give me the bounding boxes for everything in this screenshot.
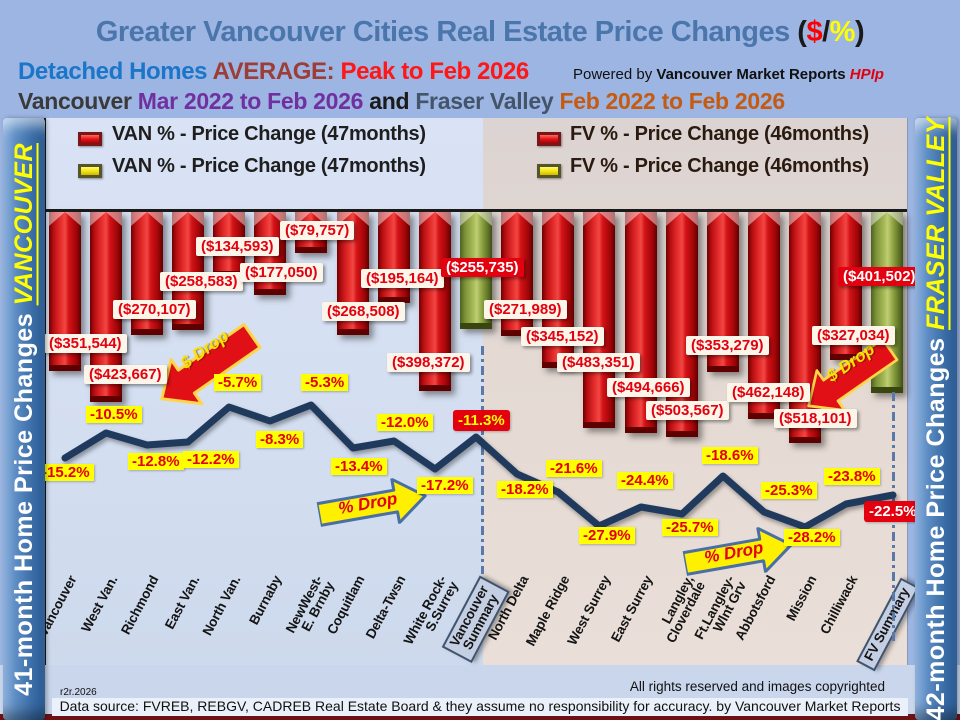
pct-label: -18.2%	[497, 481, 553, 498]
dollar-label: ($423,667)	[84, 365, 167, 384]
date-ranges: Vancouver Mar 2022 to Feb 2026 and Frase…	[18, 88, 785, 114]
dollar-label-summary: ($255,735)	[441, 258, 524, 277]
pct-label: -15.2%	[38, 464, 94, 481]
vancouver-sidebar-text: 41-month Home Price Changes VANCOUVER	[9, 142, 38, 696]
dollar-label: ($79,757)	[280, 221, 355, 240]
dollar-label: ($327,034)	[812, 326, 895, 345]
legend-swatch-yellow-fv	[537, 164, 561, 178]
dollar-label: ($483,351)	[557, 353, 640, 372]
summary-guide-line-van	[481, 346, 484, 574]
dollar-label: ($270,107)	[113, 300, 196, 319]
pct-label: -25.7%	[662, 519, 718, 536]
dollar-label: ($462,148)	[727, 383, 810, 402]
page-title: Greater Vancouver Cities Real Estate Pri…	[95, 16, 865, 48]
fraser-valley-sidebar-text: 42-month Home Price Changes FRASER VALLE…	[921, 117, 950, 720]
legend-label: VAN % - Price Change (47months)	[112, 123, 426, 145]
pct-label: -24.4%	[617, 472, 673, 489]
dollar-label: ($195,164)	[361, 269, 444, 288]
source-band	[52, 698, 908, 716]
pct-label: -17.2%	[417, 477, 473, 494]
pct-label-summary: -11.3%	[453, 410, 510, 431]
dollar-drop-arrow-fv	[807, 337, 899, 412]
revision-tag: r2r.2026	[60, 687, 97, 698]
pct-label: -8.3%	[256, 431, 304, 448]
pct-label: -21.6%	[546, 460, 602, 477]
dollar-label: ($353,279)	[686, 336, 769, 355]
pct-label: -10.5%	[86, 406, 142, 423]
dollar-label: ($351,544)	[44, 334, 127, 353]
pct-label: -13.4%	[331, 458, 387, 475]
dollar-label: ($258,583)	[160, 272, 243, 291]
bottom-strip	[0, 714, 960, 720]
bar-langley-cloverdale	[666, 212, 698, 437]
legend-label: FV % - Price Change (46months)	[570, 155, 869, 177]
dollar-drop-arrow-van	[160, 323, 262, 406]
pct-label: -5.3%	[301, 374, 349, 391]
pct-label: -5.7%	[214, 374, 262, 391]
dollar-label: ($503,567)	[646, 401, 729, 420]
subtitle: Detached Homes AVERAGE: Peak to Feb 2026	[18, 58, 529, 85]
legend-swatch-red-fv	[537, 132, 561, 146]
top-axis-line	[44, 209, 907, 212]
bar-east-surrey	[625, 212, 657, 433]
dollar-label: ($271,989)	[484, 300, 567, 319]
bar-delta-twsn	[378, 212, 410, 303]
pct-drop-arrow-fv	[681, 526, 793, 576]
pct-label: -18.6%	[702, 447, 758, 464]
dollar-label: ($398,372)	[387, 353, 470, 372]
pct-label-summary: -22.5%	[864, 501, 922, 522]
legend-swatch-yellow-van	[78, 164, 102, 178]
rights-text: All rights reserved and images copyright…	[629, 679, 885, 694]
pct-label: -12.8%	[128, 453, 184, 470]
powered-by: Powered by Vancouver Market Reports HPIp	[573, 66, 884, 83]
dollar-label: ($177,050)	[240, 263, 323, 282]
vancouver-sidebar: 41-month Home Price Changes VANCOUVER	[3, 118, 45, 720]
pct-label: -23.8%	[824, 468, 880, 485]
pct-label: -12.2%	[183, 451, 239, 468]
pct-label: -28.2%	[784, 529, 840, 546]
data-source-text: Data source: FVREB, REBGV, CADREB Real E…	[59, 698, 901, 714]
legend-swatch-red-van	[78, 132, 102, 146]
legend-label: VAN % - Price Change (47months)	[112, 155, 426, 177]
dollar-label: ($518,101)	[774, 409, 857, 428]
fraser-valley-sidebar: 42-month Home Price Changes FRASER VALLE…	[915, 117, 957, 720]
pct-label: -12.0%	[377, 414, 433, 431]
dollar-label: ($268,508)	[322, 302, 405, 321]
legend-label: FV % - Price Change (46months)	[570, 123, 869, 145]
pct-label: -25.3%	[761, 482, 817, 499]
dollar-label: ($134,593)	[196, 237, 279, 256]
pct-label: -27.9%	[579, 527, 635, 544]
dollar-label-summary: ($401,502)	[838, 267, 921, 286]
dollar-label: ($345,152)	[521, 327, 604, 346]
dollar-label: ($494,666)	[607, 378, 690, 397]
